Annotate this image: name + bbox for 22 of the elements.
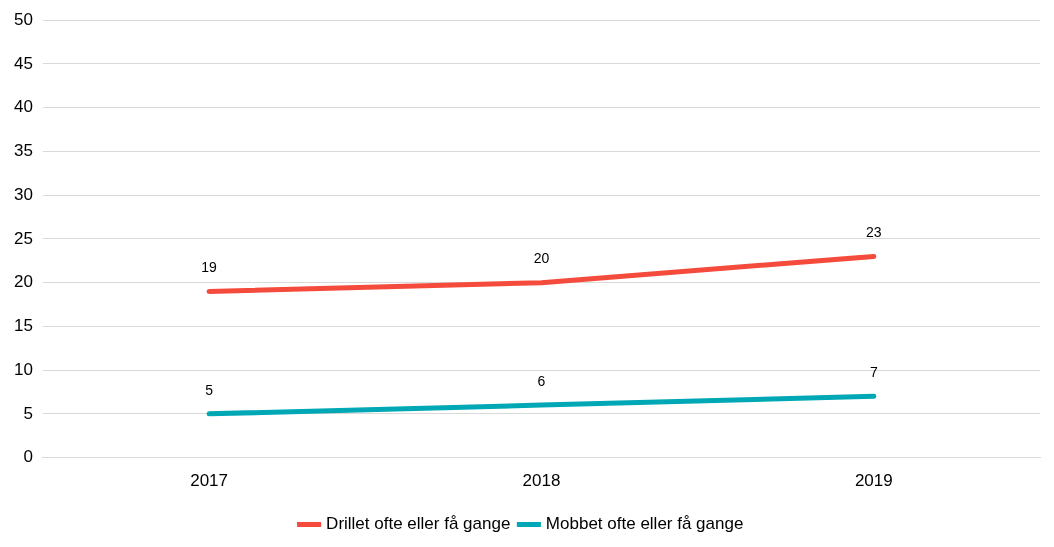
y-tick-label: 40 <box>13 97 33 117</box>
legend-label: Mobbet ofte eller få gange <box>545 514 744 534</box>
data-label: 20 <box>533 250 550 267</box>
y-tick-label: 10 <box>13 359 33 379</box>
data-label: 7 <box>869 364 878 381</box>
y-tick-label: 45 <box>13 53 33 73</box>
y-tick-label: 25 <box>13 228 33 248</box>
data-label: 5 <box>205 381 214 398</box>
data-label: 6 <box>537 372 546 389</box>
y-tick-label: 20 <box>13 272 33 292</box>
legend-label: Drillet ofte eller få gange <box>326 514 511 534</box>
x-tick-label: 2017 <box>190 471 229 491</box>
y-tick-label: 50 <box>13 9 33 29</box>
x-tick-label: 2018 <box>522 471 561 491</box>
y-tick-label: 0 <box>23 447 33 467</box>
y-tick-label: 35 <box>13 141 33 161</box>
x-tick-label: 2019 <box>854 471 893 491</box>
y-tick-label: 15 <box>13 316 33 336</box>
y-tick-label: 5 <box>23 403 33 423</box>
data-label: 23 <box>866 224 882 241</box>
y-tick-label: 30 <box>13 184 33 204</box>
data-label: 19 <box>201 259 218 276</box>
